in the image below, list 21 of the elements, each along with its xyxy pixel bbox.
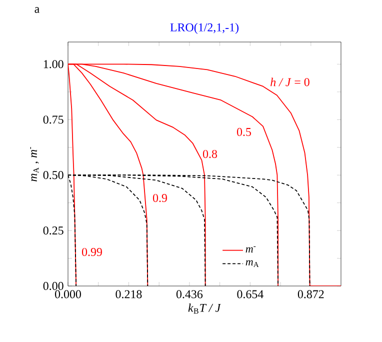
annotation: h / J = 0 [270, 78, 310, 86]
y-tick-label: 0.25 [43, 226, 64, 235]
annotation: 0.9 [152, 194, 167, 202]
x-tick-label: 0.436 [176, 290, 203, 298]
y-tick-label: 0.00 [43, 282, 64, 290]
x-tick-label: 0.654 [237, 290, 264, 298]
annotation: 0.8 [202, 150, 218, 158]
y-tick-label: 0.75 [43, 116, 64, 124]
x-tick-label: 0.218 [116, 290, 142, 298]
x-tick-label: 0.000 [55, 290, 81, 298]
chart-title: LRO(1/2,1,-1) [170, 22, 238, 34]
text: a [34, 7, 40, 13]
annotation: 0.99 [82, 248, 102, 256]
legend-label: m$^{-}$ [246, 246, 256, 252]
y-axis-title: m$_{A}$ , m$^{-}$ [30, 146, 39, 182]
x-axis-title: k$_{B}$T / J [188, 303, 221, 314]
y-tick-label: 0.50 [43, 171, 64, 180]
y-tick-label: 1.00 [44, 60, 64, 68]
x-tick-label: 0.872 [298, 290, 324, 298]
annotation: 0.5 [236, 128, 252, 136]
legend-label: m$_{A}$ [246, 260, 259, 268]
